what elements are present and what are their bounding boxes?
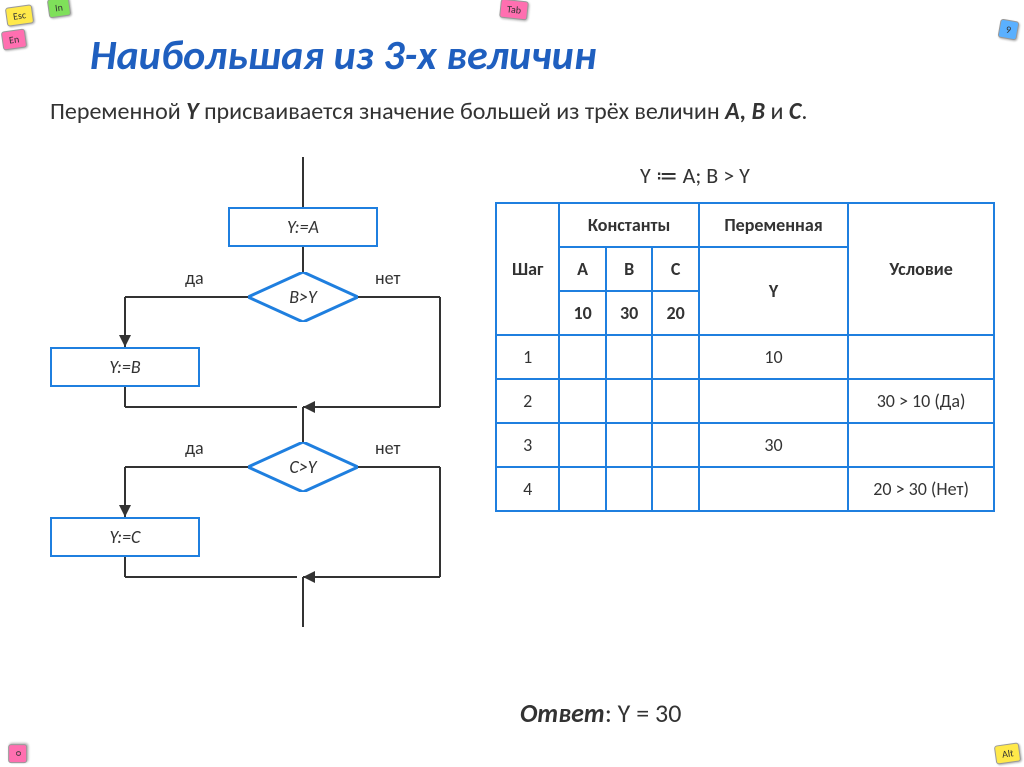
desc-mid: присваивается значение большей из трёх в…	[199, 97, 726, 126]
decision-2-no: нет	[375, 437, 400, 459]
process-3-label: Y:=C	[110, 526, 141, 548]
table-row: 3 30	[496, 423, 994, 467]
decision-1-yes: да	[185, 267, 204, 289]
th-condition: Условие	[848, 203, 994, 335]
cell-cond: 30 > 10 (Да)	[848, 379, 994, 423]
cell-y: 30	[699, 423, 848, 467]
desc-var-c: C	[789, 97, 801, 126]
cell-step: 2	[496, 379, 559, 423]
cell-y	[699, 467, 848, 511]
key-tab: Tab	[499, 0, 529, 20]
cell-cond: 20 > 30 (Нет)	[848, 467, 994, 511]
th-constants: Константы	[559, 203, 699, 247]
th-step: Шаг	[496, 203, 559, 335]
desc-vars-ab: A, B	[725, 97, 765, 126]
th-y: Y	[699, 247, 848, 335]
cell-step: 4	[496, 467, 559, 511]
key-alt: Alt	[993, 742, 1021, 764]
cell-cond	[848, 335, 994, 379]
cell-y	[699, 379, 848, 423]
table-row: 2 30 > 10 (Да)	[496, 379, 994, 423]
flowchart-process-1: Y:=A	[228, 207, 378, 247]
desc-and: и	[765, 97, 789, 126]
desc-var-y: Y	[186, 97, 198, 126]
answer-line: Ответ: Y = 30	[520, 697, 681, 729]
th-val-b: 30	[606, 291, 653, 335]
th-val-c: 20	[652, 291, 699, 335]
key-o: o	[8, 744, 27, 763]
cell-cond	[848, 423, 994, 467]
process-1-label: Y:=A	[287, 216, 319, 238]
desc-prefix: Переменной	[50, 97, 186, 126]
trace-hint: Y ≔ A; B > Y	[640, 162, 750, 189]
table-row: 1 10	[496, 335, 994, 379]
cell-y: 10	[699, 335, 848, 379]
flowchart-decision-1: B>Y	[248, 272, 358, 322]
th-b: B	[606, 247, 653, 291]
slide-title: Наибольшая из 3-х величин	[90, 30, 984, 81]
cell-step: 3	[496, 423, 559, 467]
desc-end: .	[801, 97, 807, 126]
answer-text: : Y = 30	[605, 697, 682, 729]
decision-2-label: C>Y	[289, 456, 316, 478]
key-ins: In	[47, 0, 71, 18]
key-esc: Esc	[5, 4, 34, 27]
decision-1-no: нет	[375, 267, 400, 289]
key-en: En	[1, 28, 28, 50]
flowchart-decision-2: C>Y	[248, 442, 358, 492]
th-val-a: 10	[559, 291, 606, 335]
flowchart: Y:=A B>Y да нет Y:=B C>Y да нет Y:=C	[40, 147, 480, 707]
key-nine: 9	[997, 18, 1019, 40]
process-2-label: Y:=B	[109, 356, 140, 378]
flowchart-process-3: Y:=C	[50, 517, 200, 557]
answer-label: Ответ	[520, 697, 605, 729]
decision-1-label: B>Y	[289, 286, 317, 308]
cell-step: 1	[496, 335, 559, 379]
trace-table: Шаг Константы Переменная Условие A B C Y…	[495, 202, 995, 512]
slide-description: Переменной Y присваивается значение боль…	[50, 96, 984, 127]
th-c: C	[652, 247, 699, 291]
decision-2-yes: да	[185, 437, 204, 459]
table-row: 4 20 > 30 (Нет)	[496, 467, 994, 511]
th-variable: Переменная	[699, 203, 848, 247]
flowchart-process-2: Y:=B	[50, 347, 200, 387]
th-a: A	[559, 247, 606, 291]
